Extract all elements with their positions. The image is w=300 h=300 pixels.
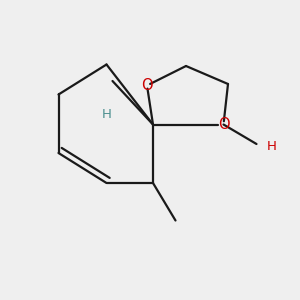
Text: H: H: [102, 107, 111, 121]
Text: H: H: [267, 140, 277, 154]
Text: O: O: [218, 117, 229, 132]
Text: O: O: [141, 78, 153, 93]
